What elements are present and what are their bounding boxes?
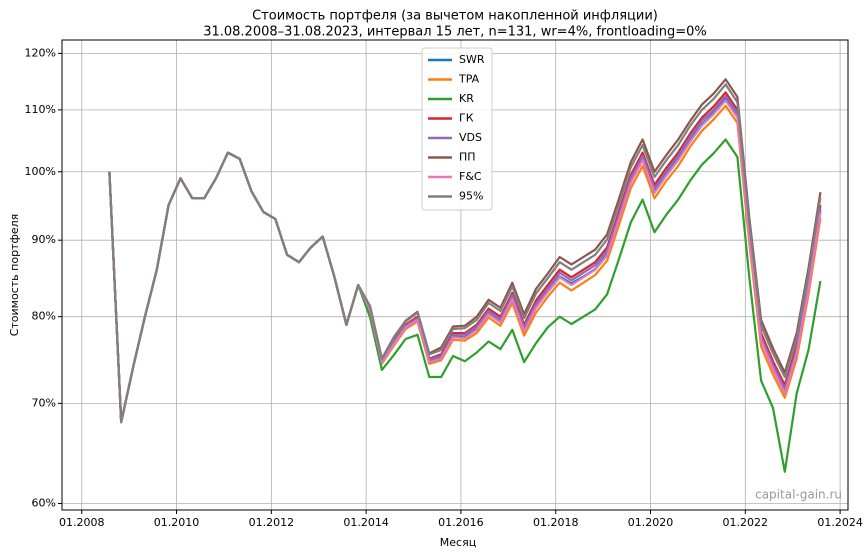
y-tick-label: 100%	[25, 165, 56, 178]
x-tick-label: 01.2024	[817, 516, 863, 529]
legend-label: 95%	[459, 190, 483, 203]
y-tick-label: 90%	[32, 233, 56, 246]
plot-frame	[61, 39, 849, 511]
legend-label: TPA	[458, 73, 480, 86]
x-tick-label: 01.2012	[249, 516, 295, 529]
legend-label: SWR	[459, 53, 485, 66]
x-tick-label: 01.2022	[723, 516, 769, 529]
y-tick-label: 60%	[32, 496, 56, 509]
x-tick-label: 01.2020	[628, 516, 674, 529]
x-tick-label: 01.2018	[533, 516, 579, 529]
x-tick-label: 01.2014	[343, 516, 389, 529]
series-line	[108, 83, 822, 424]
legend-box	[421, 47, 493, 211]
legend-label: ПП	[459, 151, 476, 164]
x-axis-label: Месяц	[440, 536, 476, 549]
y-tick-label: 70%	[32, 396, 56, 409]
legend-label: KR	[459, 92, 474, 105]
legend-label: VDS	[459, 131, 482, 144]
chart-subtitle: 31.08.2008–31.08.2023, интервал 15 лет, …	[203, 25, 707, 40]
legend-label: F&C	[459, 170, 482, 183]
x-tick-label: 01.2008	[59, 516, 105, 529]
y-tick-label: 110%	[25, 103, 56, 116]
y-tick-label: 120%	[25, 46, 56, 59]
x-tick-label: 01.2016	[438, 516, 484, 529]
watermark: capital-gain.ru	[755, 488, 842, 502]
x-tick-label: 01.2010	[154, 516, 200, 529]
legend-label: ГК	[459, 112, 474, 125]
y-tick-label: 80%	[32, 310, 56, 323]
chart-title: Стоимость портфеля (за вычетом накопленн…	[252, 9, 658, 24]
y-axis-label: Стоимость портфеля	[8, 214, 21, 337]
